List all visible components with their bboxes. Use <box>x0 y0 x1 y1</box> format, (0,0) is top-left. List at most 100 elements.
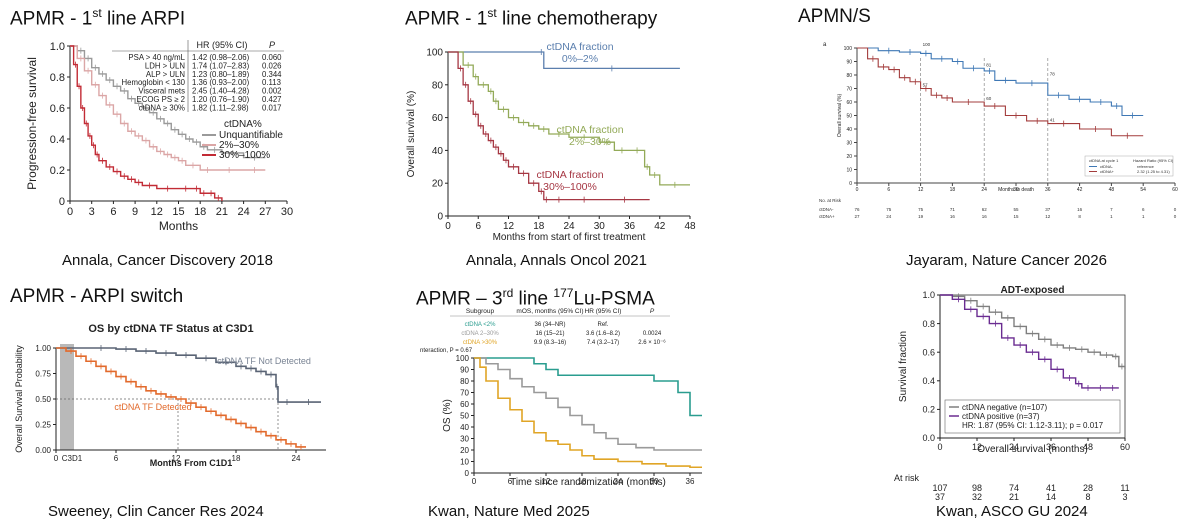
risk-table-value: 6 <box>1142 207 1145 212</box>
hr-row-value: 1.23 (0.80–1.89) <box>192 70 250 79</box>
point-label: 78 <box>1050 72 1056 77</box>
x-tick-label: 60 <box>1172 187 1178 193</box>
citation: Annala, Annals Oncol 2021 <box>466 252 647 269</box>
y-tick-label: 0.25 <box>35 420 51 429</box>
risk-table-value: 1 <box>1110 214 1113 219</box>
hr-row-label: ctDNA ≥ 30% <box>139 103 185 112</box>
y-tick-label: 0 <box>849 181 852 187</box>
risk-table-value: 11 <box>1120 483 1129 493</box>
risk-table-value: 62 <box>982 207 988 212</box>
risk-table-value: 98 <box>972 483 982 493</box>
risk-table-value: 16 <box>950 214 956 219</box>
series-line-2 <box>448 51 650 201</box>
y-tick-label: 100 <box>426 48 443 59</box>
y-tick-label: 60 <box>846 100 852 106</box>
y-tick-label: 10 <box>846 167 852 173</box>
subgroup-header: HR (95% CI) <box>585 308 622 315</box>
x-tick-label: 15 <box>172 206 184 218</box>
risk-table-value: 16 <box>1077 207 1083 212</box>
y-tick-label: 1.0 <box>922 290 935 300</box>
chart-os-lu-psma: Subgroup mOS, months (95% CI) HR (95% CI) P… <box>420 308 702 488</box>
risk-table-value: 107 <box>932 483 947 493</box>
risk-table-value: 8 <box>1085 492 1090 502</box>
y-tick-label: 60 <box>460 400 469 409</box>
y-tick-label: 1.0 <box>50 41 65 53</box>
risk-table-value: 19 <box>918 214 924 219</box>
y-tick-label: 40 <box>432 146 444 157</box>
hr-row-value: 1.42 (0.98–2.06) <box>192 53 250 62</box>
x-axis-label: Months to death <box>998 187 1034 193</box>
subgroup-header: P <box>650 308 655 315</box>
x-tick-label: 24 <box>563 221 575 232</box>
y-tick-label: 20 <box>846 154 852 160</box>
hr-row-p: 0.427 <box>262 95 282 104</box>
x-tick-label: 0 <box>67 206 73 218</box>
y-tick-label: 10 <box>460 457 469 466</box>
y-tick-label: 40 <box>460 423 469 432</box>
y-tick-label: 100 <box>844 46 853 52</box>
y-tick-label: 80 <box>460 377 469 386</box>
y-axis-label: OS (%) <box>442 399 453 432</box>
legend-label: Unquantifiable <box>219 130 283 141</box>
y-tick-label: 30 <box>846 140 852 146</box>
legend-box <box>944 399 1121 434</box>
x-tick-label: 6 <box>508 477 513 486</box>
legend-entry: ctDNA- <box>1100 164 1114 169</box>
y-tick-label: 40 <box>846 127 852 133</box>
y-tick-label: 100 <box>456 354 470 363</box>
y-tick-label: 60 <box>432 113 444 124</box>
chart-title: ADT-exposed <box>1001 285 1065 296</box>
x-tick-label: 0 <box>54 454 59 463</box>
subgroup-value: 7.4 (3.2–17) <box>587 340 619 346</box>
x-tick-label: 24 <box>237 206 249 218</box>
y-tick-label: 0 <box>465 469 470 478</box>
risk-table-value: 37 <box>935 492 945 502</box>
x-tick-label: 6 <box>114 454 119 463</box>
x-tick-label: 30 <box>281 206 293 218</box>
risk-table-value: 0 <box>1174 214 1177 219</box>
x-tick-label: 6 <box>110 206 116 218</box>
series-label: ctDNA fraction <box>536 169 603 181</box>
citation: Kwan, Nature Med 2025 <box>428 503 590 520</box>
series-line-1 <box>857 47 1144 137</box>
x-tick-label: 12 <box>151 206 163 218</box>
y-tick-label: 80 <box>432 80 444 91</box>
hr-header: HR (95% CI) <box>196 40 247 50</box>
subgroup-value: 3.6 (1.6–8.2) <box>586 331 620 337</box>
x-axis-label: Overall survival (months) <box>977 444 1088 455</box>
legend-hr: Hazard Ratio (95% CI) <box>1133 158 1174 163</box>
subgroup-value: 0.0024 <box>643 331 662 337</box>
series-label: ctDNA fraction <box>546 41 613 53</box>
risk-table-value: 75 <box>918 207 924 212</box>
y-axis-label: Overall survival (%) <box>406 91 417 178</box>
y-tick-label: 0.50 <box>35 395 51 404</box>
series-line-0 <box>474 357 702 417</box>
risk-table-value: 75 <box>886 207 892 212</box>
risk-table-value: 37 <box>1045 207 1051 212</box>
risk-table-value: 3 <box>1122 492 1127 502</box>
x-tick-label: 48 <box>1109 187 1115 193</box>
x-tick-label: 3 <box>89 206 95 218</box>
subgroup-value: 36 (34–NR) <box>534 322 565 328</box>
y-tick-label: 30 <box>460 434 469 443</box>
risk-table-value: 32 <box>972 492 982 502</box>
risk-table-label: ctDNA+ <box>819 214 835 219</box>
hr-row-value: 1.36 (0.93–2.00) <box>192 78 250 87</box>
hr-row-p: 0.026 <box>262 61 282 70</box>
point-label: 57 <box>923 83 929 88</box>
risk-table-value: 14 <box>1046 492 1056 502</box>
y-tick-label: 50 <box>846 113 852 119</box>
x-tick-label: 18 <box>950 187 956 193</box>
subgroup-header: Subgroup <box>466 308 495 315</box>
y-axis-label: Progression-free survival <box>25 57 39 190</box>
y-tick-label: 0.8 <box>922 319 935 329</box>
panel-letter: a <box>823 42 827 48</box>
y-tick-label: 0.00 <box>35 446 51 455</box>
legend-box <box>1084 155 1174 177</box>
x-tick-label: 60 <box>1120 442 1130 452</box>
risk-table-value: 71 <box>950 207 956 212</box>
x-tick-label: 48 <box>1083 442 1093 452</box>
y-tick-label: 80 <box>846 73 852 79</box>
citation: Jayaram, Nature Cancer 2026 <box>906 252 1107 269</box>
panel-title: APMR - 1st line ARPI <box>10 6 186 30</box>
